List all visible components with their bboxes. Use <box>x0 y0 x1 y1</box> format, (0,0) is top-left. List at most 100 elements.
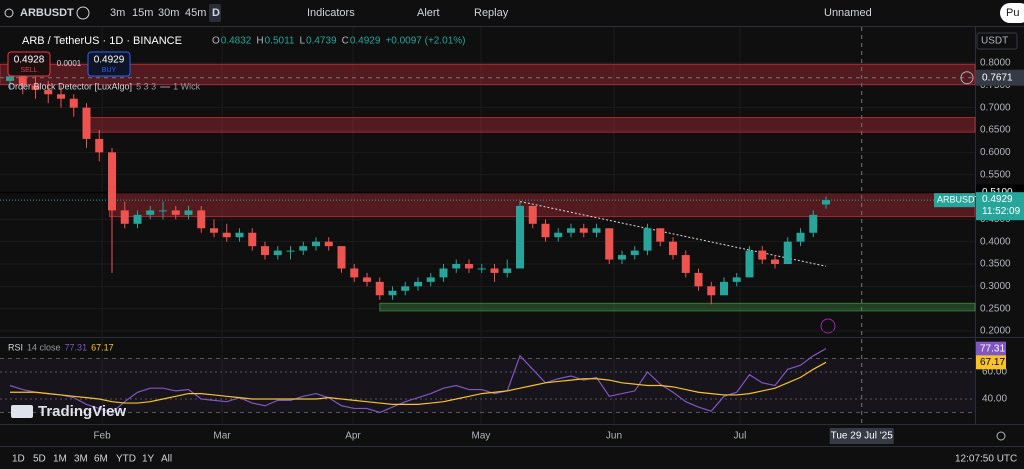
rsi-value-tag: 67.17 <box>980 357 1005 368</box>
order-block <box>108 192 976 218</box>
publish-button[interactable] <box>1000 3 1024 23</box>
settings-icon[interactable] <box>996 431 1006 441</box>
candle-body <box>18 76 27 86</box>
range-button[interactable]: 3M <box>74 454 88 465</box>
last-price: 0.4929 <box>982 194 1013 205</box>
y-tick-label: 0.7000 <box>980 102 1011 113</box>
interval[interactable]: 30m <box>158 7 179 19</box>
candle-body <box>439 268 448 278</box>
range-button[interactable]: 6M <box>94 454 108 465</box>
x-tick-label: Jul <box>734 431 747 442</box>
candle-body <box>745 250 754 278</box>
indicators-button[interactable]: Indicators <box>307 7 355 19</box>
candle-body <box>159 210 167 212</box>
crosshair-price: 0.7671 <box>982 72 1013 83</box>
rsi-value-box <box>976 341 1006 356</box>
candle-body <box>44 89 53 95</box>
candle-body <box>426 277 435 282</box>
candle-body <box>171 210 180 215</box>
order-block <box>0 63 976 85</box>
ohlc: L <box>299 36 305 47</box>
interval[interactable]: 3m <box>110 7 125 19</box>
candle-body <box>337 246 346 269</box>
candle-body <box>669 241 677 256</box>
candle-body <box>210 228 218 233</box>
replay-button[interactable]: Replay <box>474 7 509 19</box>
currency[interactable]: USDT <box>981 36 1008 47</box>
sell-price[interactable]: 0.4928 <box>14 55 45 66</box>
rsi-line <box>9 348 827 414</box>
interval[interactable]: D <box>212 7 220 19</box>
range-button[interactable]: All <box>161 454 172 465</box>
candle-body <box>579 228 588 233</box>
layout-name[interactable]: Unnamed <box>824 7 872 19</box>
candle-body <box>796 232 805 242</box>
candle-body <box>567 228 575 233</box>
candle-body <box>528 205 537 224</box>
rsi-tick-label: 60.00 <box>982 367 1007 378</box>
publish-label[interactable]: Pu <box>1006 7 1019 19</box>
candle-body <box>235 232 244 238</box>
ohlc: 0.4832 <box>221 36 252 47</box>
sell-box[interactable] <box>7 51 51 77</box>
y-tick-label: 0.3000 <box>980 281 1011 292</box>
range-button[interactable]: 1Y <box>142 454 155 465</box>
candle-body <box>222 232 231 238</box>
rsi-value: 77.31 <box>65 342 88 352</box>
candle-body <box>822 200 830 205</box>
currency-box[interactable] <box>976 32 1018 50</box>
candle-body <box>120 210 129 224</box>
candle-body <box>286 250 295 252</box>
candle-body <box>350 268 359 278</box>
y-tick-label: 0.3500 <box>980 259 1011 270</box>
compare-button[interactable] <box>76 6 90 20</box>
rsi-line <box>10 361 827 405</box>
candle-body <box>95 138 104 153</box>
crosshair-plus[interactable] <box>960 71 974 85</box>
candle-body <box>490 268 499 273</box>
interval[interactable]: 45m <box>185 7 206 19</box>
symbol-line: ARB / TetherUS · 1D · BINANCE <box>22 35 182 47</box>
candle-body <box>57 94 65 99</box>
candle-body <box>477 268 486 270</box>
candle-body <box>324 241 333 247</box>
candle-body <box>133 214 142 224</box>
x-tick-label: Feb <box>93 431 111 442</box>
alert-button[interactable]: Alert <box>417 7 440 19</box>
crosshair-date: Tue 29 Jul '25 <box>831 431 894 442</box>
buy-box[interactable] <box>87 51 131 77</box>
sell-label[interactable]: SELL <box>20 67 37 74</box>
range-button[interactable]: 1D <box>12 454 25 465</box>
buy-price[interactable]: 0.4929 <box>94 55 125 66</box>
candle-body <box>516 205 524 269</box>
spread: 0.0001 <box>57 59 82 68</box>
ohlc: 0.4739 <box>306 36 337 47</box>
crosshair-price-box <box>976 69 1024 86</box>
candle-body <box>643 228 652 251</box>
candle-body <box>184 210 193 215</box>
alert-icon[interactable] <box>820 318 836 334</box>
buy-label[interactable]: BUY <box>102 67 117 74</box>
search-icon[interactable] <box>4 8 14 18</box>
candle-body <box>197 210 206 229</box>
indicator-style: 1 Wick <box>173 81 201 91</box>
ohlc: +0.0097 (+2.01%) <box>385 36 465 47</box>
x-tick-label: Apr <box>345 431 361 442</box>
range-button[interactable]: 1M <box>53 454 67 465</box>
candle-body <box>656 228 665 242</box>
range-button[interactable]: YTD <box>116 454 136 465</box>
candle-body <box>108 152 116 211</box>
range-button[interactable]: 5D <box>33 454 46 465</box>
candle-body <box>146 210 155 215</box>
symbol[interactable]: ARBUSDT <box>20 7 74 19</box>
rsi-title: RSI <box>8 342 23 352</box>
last-name: ARBUSDT <box>937 195 981 205</box>
candle-body <box>465 264 473 269</box>
candle-body <box>261 246 269 256</box>
candle-body <box>503 268 512 273</box>
candle-body <box>630 250 639 256</box>
candle-body <box>388 290 397 296</box>
candle-body <box>69 98 78 108</box>
interval[interactable]: 15m <box>132 7 153 19</box>
